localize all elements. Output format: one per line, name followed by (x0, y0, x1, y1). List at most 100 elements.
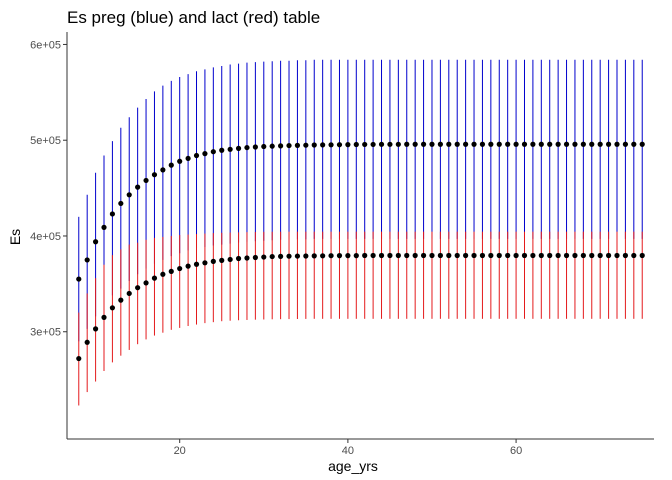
point-preg-34 (294, 142, 301, 148)
point-lact-54 (463, 252, 469, 259)
x-axis-title: age_yrs (328, 458, 378, 474)
chart-title: Es preg (blue) and lact (red) table (67, 8, 320, 27)
point-preg-53 (454, 141, 460, 147)
point-preg-54 (463, 141, 469, 147)
point-lact-55 (471, 252, 477, 259)
point-lact-56 (479, 252, 486, 259)
point-lact-67 (572, 252, 578, 259)
point-lact-17 (151, 275, 158, 281)
point-lact-57 (488, 252, 494, 259)
point-preg-51 (437, 141, 443, 147)
point-lact-46 (395, 252, 401, 259)
point-preg-8 (76, 276, 82, 282)
point-preg-19 (168, 162, 174, 168)
point-lact-48 (412, 252, 418, 259)
point-preg-63 (538, 141, 544, 147)
point-preg-37 (320, 142, 326, 148)
point-preg-58 (496, 141, 502, 147)
point-lact-75 (639, 252, 645, 259)
point-preg-71 (605, 141, 612, 147)
point-lact-22 (193, 261, 200, 267)
point-preg-27 (235, 145, 242, 151)
point-lact-25 (219, 257, 225, 263)
point-lact-19 (168, 268, 174, 275)
point-preg-41 (353, 141, 359, 148)
point-preg-68 (580, 141, 586, 147)
point-lact-69 (589, 252, 595, 259)
point-preg-39 (336, 142, 343, 148)
point-preg-42 (362, 141, 368, 148)
point-preg-61 (521, 141, 528, 147)
point-lact-21 (185, 263, 191, 269)
point-lact-37 (320, 253, 326, 259)
point-preg-73 (622, 141, 629, 147)
point-preg-35 (303, 142, 309, 148)
point-lact-51 (437, 252, 443, 259)
point-preg-21 (185, 155, 191, 162)
point-lact-9 (84, 339, 90, 345)
point-preg-69 (589, 141, 595, 147)
point-lact-65 (555, 252, 561, 259)
point-preg-57 (488, 141, 494, 147)
x-tick-label: 60 (510, 445, 522, 457)
point-preg-12 (109, 211, 116, 217)
y-tick-label: 4e+05 (30, 231, 61, 243)
point-preg-38 (328, 142, 334, 148)
y-tick-label: 5e+05 (30, 135, 61, 147)
point-preg-74 (631, 141, 637, 147)
point-preg-44 (378, 141, 385, 147)
point-lact-44 (378, 252, 385, 259)
point-preg-50 (429, 141, 435, 147)
point-preg-72 (614, 141, 620, 147)
point-preg-70 (597, 141, 603, 147)
point-preg-31 (269, 143, 275, 149)
point-preg-28 (244, 144, 250, 151)
point-preg-22 (193, 152, 200, 159)
point-lact-59 (505, 252, 511, 259)
point-preg-29 (252, 144, 258, 150)
point-lact-35 (303, 253, 309, 259)
point-preg-36 (311, 142, 317, 148)
point-preg-66 (563, 141, 570, 147)
point-preg-10 (92, 239, 99, 245)
point-lact-31 (269, 253, 275, 260)
point-lact-30 (261, 254, 267, 260)
point-lact-27 (235, 255, 242, 262)
y-axis-title: Es (7, 229, 23, 245)
point-preg-49 (420, 141, 427, 147)
point-lact-10 (92, 326, 99, 332)
point-lact-34 (294, 253, 301, 259)
x-tick-label: 40 (342, 445, 354, 457)
point-lact-71 (605, 252, 612, 259)
point-preg-17 (151, 172, 158, 178)
plot-area (76, 59, 645, 406)
point-preg-40 (345, 142, 351, 148)
point-lact-49 (420, 252, 427, 259)
point-lact-8 (76, 355, 82, 362)
point-preg-46 (395, 141, 401, 147)
point-preg-55 (471, 141, 477, 147)
point-lact-64 (547, 252, 553, 259)
point-preg-48 (412, 141, 418, 147)
point-preg-33 (286, 142, 292, 149)
point-lact-74 (631, 252, 637, 259)
point-lact-14 (126, 290, 132, 297)
point-preg-62 (530, 141, 536, 147)
point-lact-53 (454, 252, 460, 259)
point-preg-23 (202, 151, 208, 157)
point-lact-28 (244, 255, 250, 261)
point-preg-30 (261, 143, 267, 150)
point-preg-26 (227, 146, 233, 152)
point-preg-13 (118, 200, 124, 207)
point-lact-50 (429, 252, 435, 259)
y-tick-label: 6e+05 (30, 39, 61, 51)
point-lact-47 (404, 252, 410, 259)
point-preg-9 (84, 257, 90, 263)
point-preg-14 (126, 192, 132, 198)
axes: 3e+05 4e+05 5e+05 6e+05 20 40 60 (30, 32, 654, 457)
point-preg-67 (572, 141, 578, 147)
point-lact-43 (370, 252, 376, 259)
point-preg-16 (143, 177, 149, 184)
point-preg-43 (370, 141, 376, 148)
